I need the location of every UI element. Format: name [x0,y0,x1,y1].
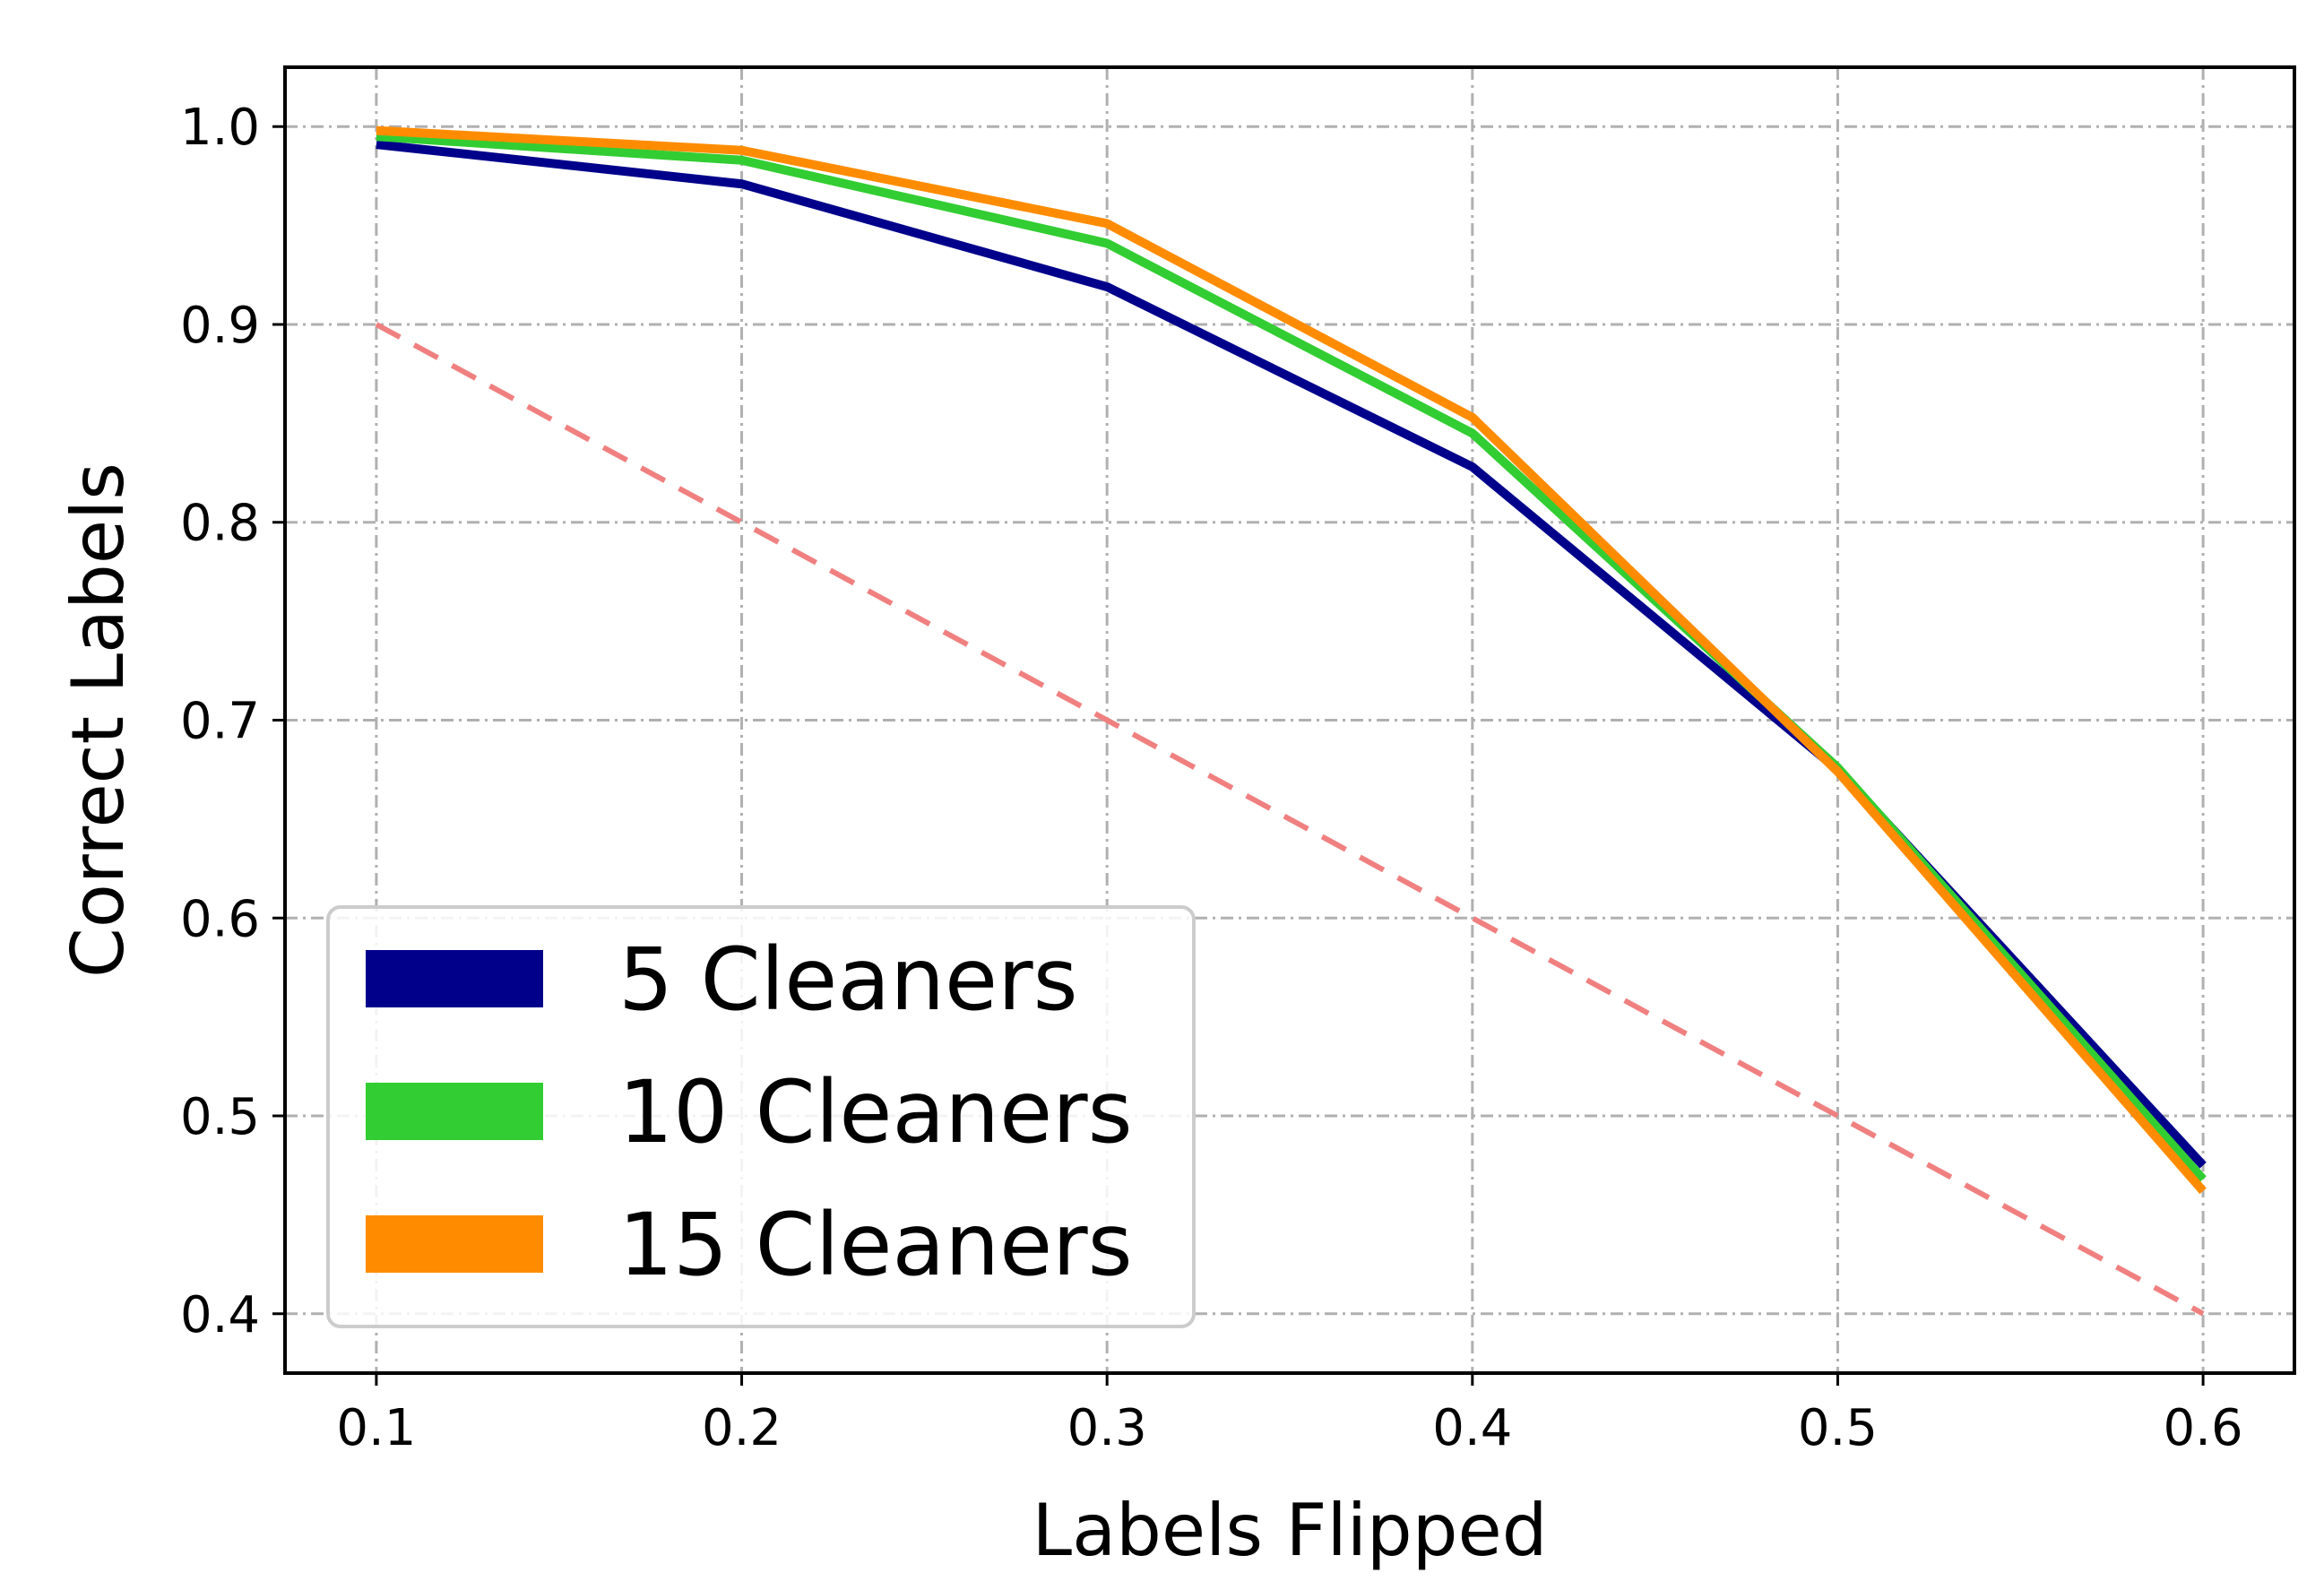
x-axis-ticks: 0.1 0.2 0.3 0.4 0.5 0.6 [336,1373,2243,1457]
legend: 5 Cleaners 10 Cleaners 15 Cleaners [326,905,1196,1328]
y-tick-label: 0.6 [180,890,260,948]
x-tick-label: 0.6 [2164,1399,2243,1457]
x-tick-label: 0.1 [336,1399,416,1457]
reference-line [375,322,2205,1317]
grid [285,67,2294,1373]
legend-swatch [366,1215,543,1273]
y-axis-title: Correct Labels [56,462,140,978]
reference-line-group [375,322,2205,1317]
legend-swatch [366,1083,543,1140]
legend-label: 10 Cleaners [618,1062,1133,1162]
legend-box [326,905,1196,1328]
legend-label: 5 Cleaners [618,929,1078,1030]
y-tick-label: 1.0 [180,99,260,157]
y-tick-label: 0.5 [180,1088,260,1146]
legend-label: 15 Cleaners [618,1195,1133,1295]
x-tick-label: 0.5 [1798,1399,1878,1457]
x-tick-label: 0.3 [1067,1399,1147,1457]
series-group [376,125,2207,1195]
y-tick-label: 0.7 [180,693,260,751]
legend-swatch [366,950,543,1007]
x-tick-label: 0.2 [702,1399,782,1457]
y-axis-ticks: 0.4 0.5 0.6 0.7 0.8 0.9 1.0 [180,99,285,1344]
series-line-15-cleaners [376,125,2207,1195]
y-tick-label: 0.9 [180,297,260,355]
y-tick-label: 0.8 [180,495,260,553]
y-tick-label: 0.4 [180,1286,260,1344]
x-tick-label: 0.4 [1432,1399,1512,1457]
x-axis-title: Labels Flipped [1032,1489,1548,1572]
